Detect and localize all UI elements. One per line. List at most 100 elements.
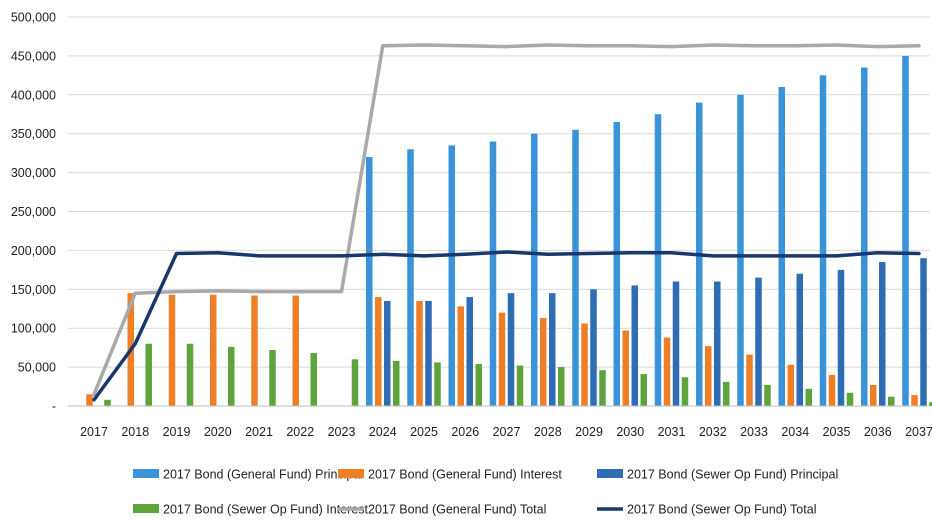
y-tick-label: 400,000 (11, 88, 56, 102)
x-tick-label: 2031 (658, 425, 686, 439)
bar (366, 157, 373, 406)
bar (920, 258, 927, 406)
bar (879, 262, 886, 406)
bar (672, 281, 680, 406)
bar (407, 149, 414, 406)
x-tick-label: 2028 (534, 425, 562, 439)
bar (168, 294, 176, 406)
bar (846, 392, 854, 406)
bar (654, 114, 662, 406)
bar (549, 293, 556, 406)
legend-swatch (133, 469, 159, 478)
bar (507, 293, 515, 406)
bar (631, 285, 638, 406)
bar (475, 363, 482, 406)
bar (292, 295, 299, 406)
y-tick-label: 450,000 (11, 49, 56, 63)
bar (705, 346, 712, 406)
bar (819, 75, 827, 406)
legend-label: 2017 Bond (General Fund) Interest (368, 468, 562, 482)
bar (558, 367, 565, 406)
bar (269, 349, 276, 406)
bar (805, 388, 812, 406)
bar (572, 129, 579, 406)
bar (516, 365, 524, 406)
legend-label: 2017 Bond (Sewer Op Fund) Interest (163, 503, 369, 517)
y-tick-label: 100,000 (11, 322, 56, 336)
bar-series-group (86, 55, 932, 407)
x-tick-label: 2017 (80, 425, 108, 439)
bar (714, 281, 721, 406)
x-tick-label: 2022 (286, 425, 314, 439)
bar (911, 395, 918, 406)
bar (723, 381, 730, 406)
x-tick-label: 2019 (163, 425, 191, 439)
line-series-group (92, 43, 921, 402)
bar (393, 360, 400, 406)
legend-swatch (133, 504, 159, 513)
y-tick-label: 500,000 (11, 11, 56, 25)
bar (888, 396, 895, 406)
bar (375, 297, 382, 406)
bar (489, 141, 497, 407)
x-tick-label: 2029 (575, 425, 603, 439)
legend-label: 2017 Bond (Sewer Op Fund) Total (627, 503, 816, 517)
bar (755, 277, 762, 406)
bar (778, 87, 785, 407)
x-tick-label: 2021 (245, 425, 273, 439)
bar (787, 364, 794, 406)
bar (737, 94, 744, 407)
legend-swatch (338, 469, 364, 478)
bar (599, 370, 606, 406)
legend-swatch (597, 469, 623, 478)
y-tick-label: - (52, 400, 56, 414)
bar (531, 133, 538, 406)
x-tick-label: 2027 (493, 425, 521, 439)
bar (86, 394, 93, 406)
x-tick-label: 2026 (451, 425, 479, 439)
axes: - 50,000 100,000 150,000 200,000 250,000 300,0… (11, 11, 932, 440)
x-tick-label: 2035 (823, 425, 851, 439)
legend-label: 2017 Bond (General Fund) Principal (163, 468, 363, 482)
bar (870, 384, 877, 406)
bar (448, 145, 455, 406)
x-tick-label: 2032 (699, 425, 727, 439)
y-tick-label: 50,000 (18, 361, 56, 375)
bar (590, 289, 597, 406)
x-tick-label: 2024 (369, 425, 397, 439)
x-tick-label: 2020 (204, 425, 232, 439)
bar (613, 122, 620, 406)
x-tick-label: 2023 (328, 425, 356, 439)
x-tick-label: 2025 (410, 425, 438, 439)
x-tick-label: 2018 (121, 425, 149, 439)
bar (351, 359, 359, 406)
bar (861, 67, 868, 406)
bar (622, 330, 629, 406)
x-tick-label: 2036 (864, 425, 892, 439)
bar (251, 295, 258, 406)
bar (457, 306, 464, 406)
y-tick-label: 150,000 (11, 283, 56, 297)
bar (663, 337, 671, 406)
bar (210, 294, 217, 406)
bar (837, 269, 845, 406)
bar (581, 323, 588, 406)
y-tick-label: 300,000 (11, 166, 56, 180)
bar (466, 297, 473, 406)
bar (929, 402, 932, 406)
bar (384, 300, 391, 406)
bar (186, 343, 194, 406)
y-tick-label: 200,000 (11, 244, 56, 258)
legend-label: 2017 Bond (Sewer Op Fund) Principal (627, 468, 838, 482)
bar (640, 374, 647, 406)
bar (104, 399, 111, 406)
x-tick-label: 2033 (740, 425, 768, 439)
x-tick-label: 2037 (905, 425, 932, 439)
bar (681, 377, 689, 406)
legend-label: 2017 Bond (General Fund) Total (368, 503, 546, 517)
bar (425, 300, 432, 406)
sewer-fund-total-line (92, 250, 921, 402)
bar (434, 362, 441, 406)
x-tick-label: 2030 (616, 425, 644, 439)
